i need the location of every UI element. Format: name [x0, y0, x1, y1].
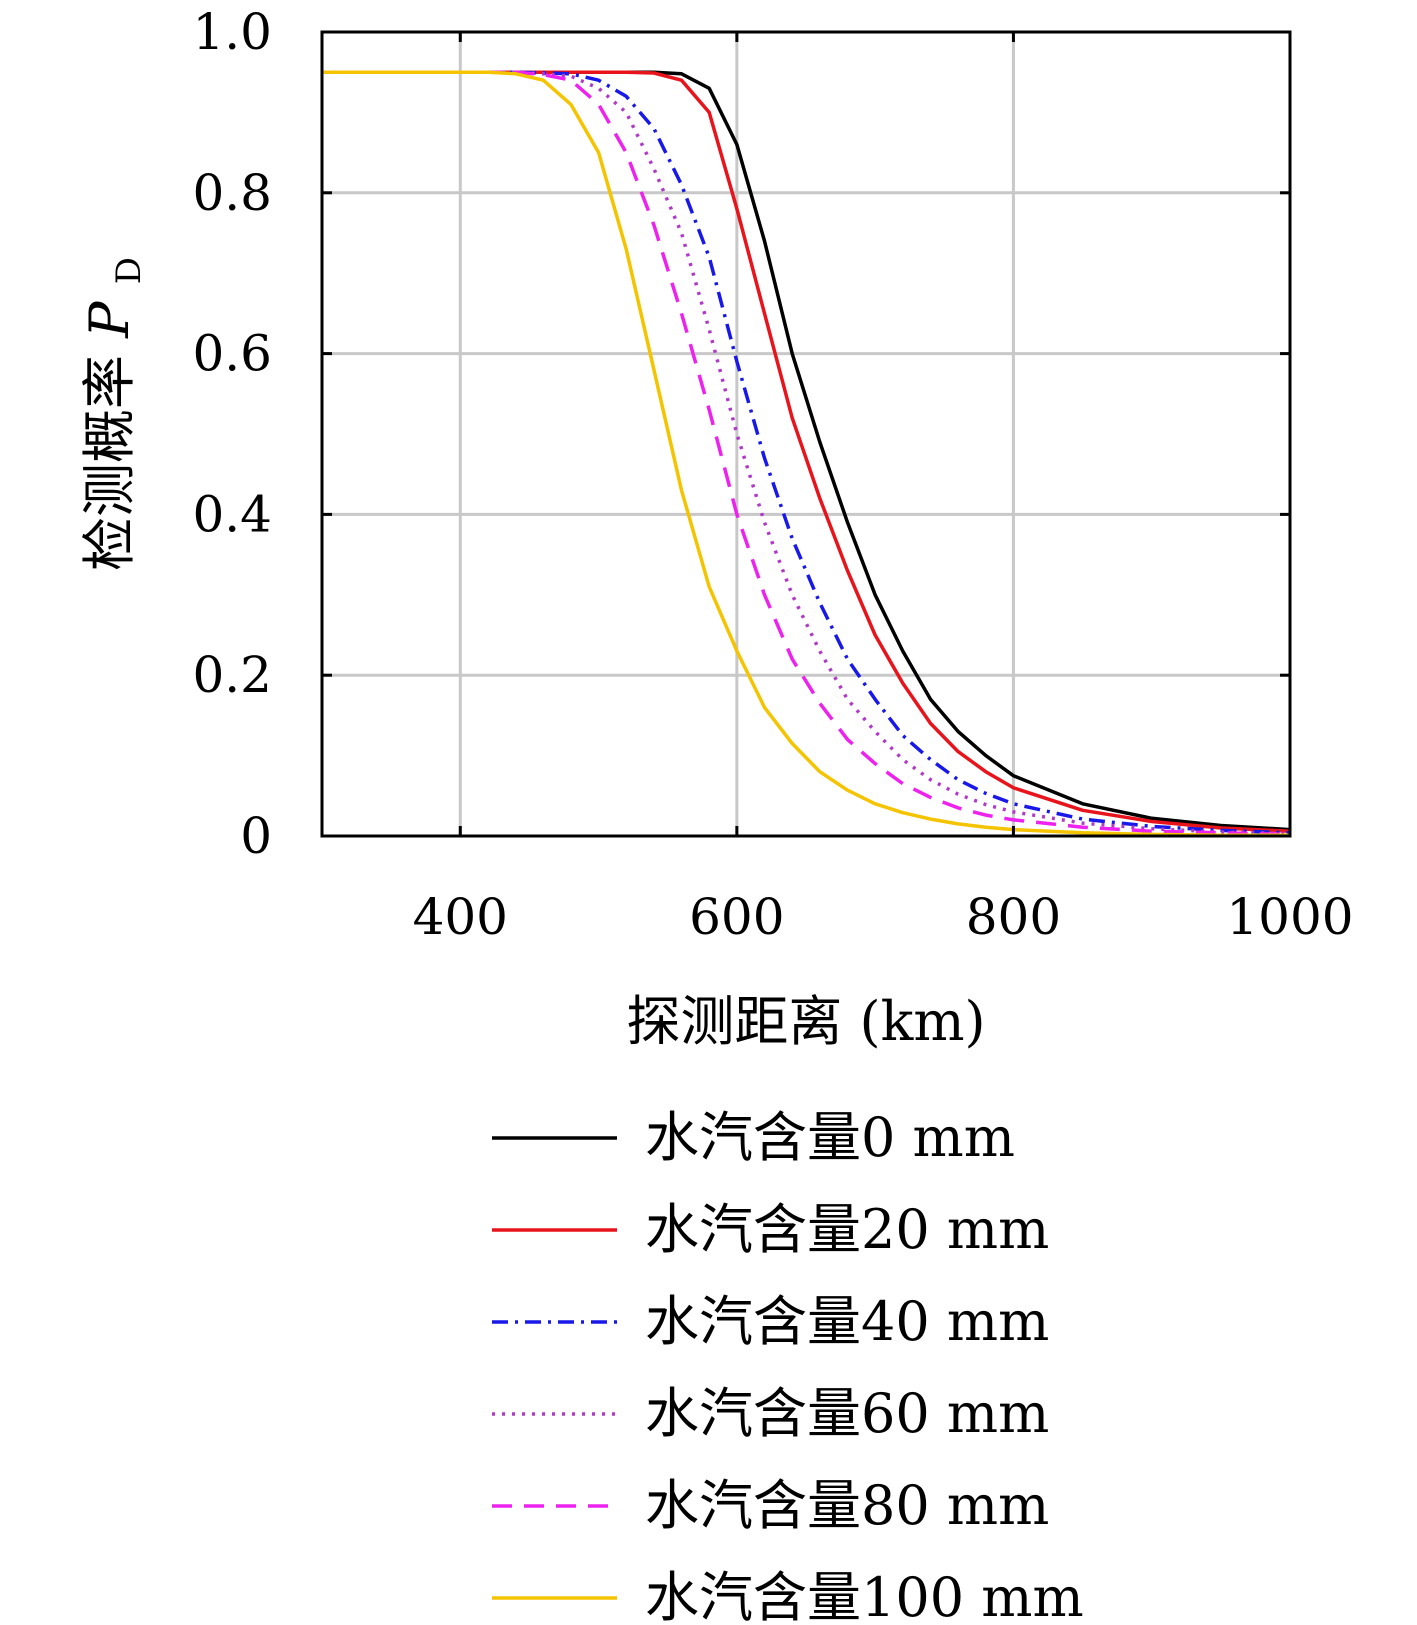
legend-label: 水汽含量60 mm: [645, 1382, 1049, 1445]
series-line: [322, 70, 1291, 837]
series-line: [322, 70, 1291, 832]
x-tick-label: 800: [966, 888, 1061, 946]
ticks: 400 600 800 1000 0 0.2 0.4 0.6 0.8 1.0: [192, 3, 1353, 946]
grid: [322, 32, 1292, 836]
plot-frame: [320, 30, 1292, 838]
legend-label: 水汽含量100 mm: [645, 1566, 1084, 1625]
y-axis-label-symbol: P: [78, 300, 141, 339]
y-tick-label: 1.0: [192, 3, 272, 61]
legend-label: 水汽含量20 mm: [645, 1198, 1049, 1261]
x-axis-label: 探测距离 (km): [626, 990, 985, 1053]
y-tick-label: 0.8: [192, 164, 272, 222]
legend-label: 水汽含量40 mm: [645, 1290, 1049, 1353]
y-tick-label: 0: [240, 807, 272, 865]
x-tick-label: 600: [689, 888, 784, 946]
y-axis-label: 检测概率 P D: [78, 257, 149, 571]
x-tick-label: 1000: [1226, 888, 1353, 946]
series-line: [322, 70, 1290, 837]
y-tick-label: 0.4: [192, 485, 272, 543]
series-layer: [322, 70, 1291, 837]
y-axis-label-text: 检测概率: [78, 355, 141, 571]
y-axis-label-subscript: D: [109, 257, 149, 284]
y-tick-label: 0.2: [192, 646, 272, 704]
series-line: [322, 70, 1291, 833]
y-tick-label: 0.6: [192, 325, 272, 383]
legend: 水汽含量0 mm 水汽含量20 mm 水汽含量40 mm 水汽含量60 mm 水汽含量8…: [492, 1106, 1084, 1625]
legend-label: 水汽含量80 mm: [645, 1474, 1049, 1537]
x-tick-label: 400: [413, 888, 508, 946]
legend-label: 水汽含量0 mm: [645, 1106, 1015, 1169]
series-line: [322, 70, 1291, 835]
